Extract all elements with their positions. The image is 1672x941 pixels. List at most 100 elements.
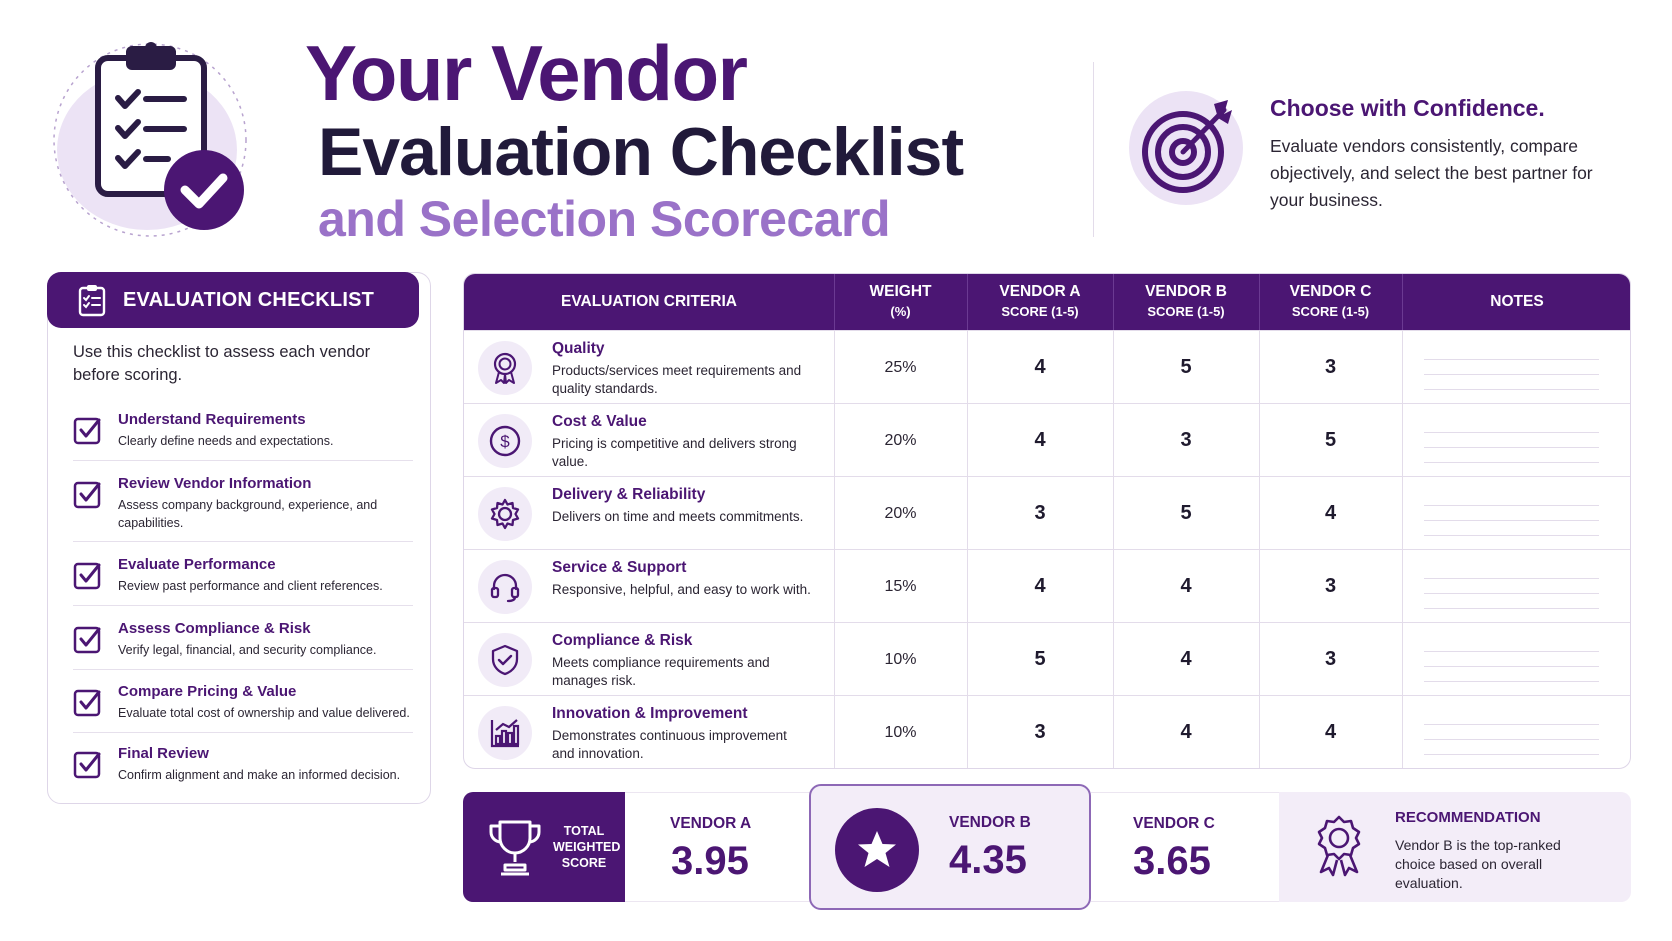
checklist-item[interactable]: Understand Requirements Clearly define n… [73,411,413,471]
checkbox-checked-icon[interactable] [73,560,103,590]
vendor-a-score[interactable]: 4 [1034,575,1046,597]
divider [73,460,413,461]
notes-field[interactable] [1424,651,1599,691]
checklist-intro: Use this checklist to assess each vendor… [73,343,371,384]
growth-chart-icon [478,706,532,760]
total-weighted-score-bar: TOTAL WEIGHTED SCORE VENDOR A 3.95 VENDO… [463,784,1631,910]
header-criteria: EVALUATION CRITERIA [561,293,737,310]
target-arrow-icon [1128,90,1244,206]
notes-field[interactable] [1424,432,1599,472]
criteria-desc: Meets compliance requirements and manage… [552,655,770,688]
page-title-line-1: Your Vendor [305,29,748,117]
confidence-title: Choose with Confidence. [1270,95,1545,121]
vendor-b-total-highlight: VENDOR B 4.35 [809,784,1091,910]
dollar-coin-icon: $ [478,414,532,468]
vendor-c-score[interactable]: 5 [1324,429,1337,451]
table-row: Innovation & Improvement Demonstrates co… [464,695,1630,768]
table-row: Compliance & Risk Meets compliance requi… [464,622,1630,695]
vendor-b-score[interactable]: 5 [1180,502,1192,524]
weight-cell: 25% [884,358,917,376]
vendor-a-total: VENDOR A 3.95 [625,792,810,902]
notes-field[interactable] [1424,578,1599,618]
checklist-item-desc: Assess company background, experience, a… [118,498,378,530]
vendor-a-score[interactable]: 3 [1034,721,1046,743]
award-badge-icon [1309,814,1369,878]
vendor-b-score[interactable]: 4 [1180,648,1192,670]
checklist-item-desc: Confirm alignment and make an informed d… [118,768,401,782]
header-vendor-c: VENDOR C SCORE (1-5) [1289,283,1372,319]
recommendation-title: RECOMMENDATION [1395,809,1541,826]
recommendation-block: RECOMMENDATION Vendor B is the top-ranke… [1279,792,1631,902]
gear-icon [478,487,532,541]
criteria-name: Cost & Value [552,413,647,430]
total-label: TOTAL WEIGHTED SCORE [553,824,621,870]
criteria-name: Compliance & Risk [552,632,693,649]
notes-field[interactable] [1424,505,1599,545]
divider [1113,274,1114,330]
vendor-c-score[interactable]: 3 [1324,575,1337,597]
checkbox-checked-icon[interactable] [73,479,103,509]
weight-cell: 15% [884,577,917,595]
headset-icon [478,560,532,614]
table-row: $ Cost & Value Pricing is competitive an… [464,403,1630,476]
vendor-a-score[interactable]: 4 [1034,429,1046,451]
vendor-a-total-label: VENDOR A [670,815,752,832]
checklist-heading: EVALUATION CHECKLIST [123,288,375,311]
table-row: Delivery & Reliability Delivers on time … [464,476,1630,549]
checkbox-checked-icon[interactable] [73,749,103,779]
vendor-c-score[interactable]: 3 [1324,648,1337,670]
notes-field[interactable] [1424,359,1599,399]
checkbox-checked-icon[interactable] [73,624,103,654]
weight-cell: 10% [884,723,917,741]
svg-text:$: $ [500,432,510,451]
vendor-c-total: VENDOR C 3.65 [1091,792,1279,902]
shield-check-icon [478,633,532,687]
criteria-name: Service & Support [552,559,687,576]
vendor-b-score[interactable]: 5 [1180,356,1192,378]
header-vendor-a: VENDOR A SCORE (1-5) [999,283,1081,319]
checkbox-checked-icon[interactable] [73,415,103,445]
checklist-item[interactable]: Assess Compliance & Risk Verify legal, f… [73,620,413,680]
vendor-a-score[interactable]: 3 [1034,502,1046,524]
vendor-a-score[interactable]: 5 [1034,648,1046,670]
vendor-b-score[interactable]: 3 [1180,429,1192,451]
vendor-c-score[interactable]: 4 [1324,721,1337,743]
table-row: Quality Products/services meet requireme… [464,330,1630,403]
page-title-line-2: Evaluation Checklist [318,114,964,190]
notes-field[interactable] [1424,724,1599,764]
star-icon [835,808,919,892]
award-ribbon-icon [478,341,532,395]
clipboard-icon [75,283,109,317]
divider [73,732,413,733]
scorecard-table: EVALUATION CRITERIA WEIGHT (%) VENDOR A SC… [463,273,1631,769]
vendor-c-score[interactable]: 4 [1324,502,1337,524]
criteria-desc: Demonstrates continuous improvement and … [552,728,787,761]
divider [834,274,835,330]
weight-cell: 10% [884,650,917,668]
checkbox-checked-icon[interactable] [73,687,103,717]
recommendation-text: Vendor B is the top-ranked choice based … [1395,837,1561,891]
header-vendor-b: VENDOR B SCORE (1-5) [1145,283,1227,319]
divider [1402,274,1403,330]
divider [73,605,413,606]
vendor-b-score[interactable]: 4 [1180,721,1192,743]
vendor-a-score[interactable]: 4 [1034,356,1046,378]
divider [1259,274,1260,330]
vendor-b-total-value: 4.35 [949,838,1027,882]
checklist-item[interactable]: Review Vendor Information Assess company… [73,475,413,535]
criteria-name: Delivery & Reliability [552,486,706,503]
checklist-item[interactable]: Final Review Confirm alignment and make … [73,745,413,805]
vendor-b-score[interactable]: 4 [1180,575,1192,597]
header-divider [1093,62,1094,237]
checklist-item[interactable]: Evaluate Performance Review past perform… [73,556,413,616]
evaluation-checklist-panel: EVALUATION CHECKLIST Use this checklist … [47,272,431,804]
checklist-item-name: Understand Requirements [118,411,306,428]
criteria-desc: Products/services meet requirements and … [552,363,802,396]
checklist-item-desc: Clearly define needs and expectations. [118,434,334,448]
clipboard-checklist-icon [52,40,262,240]
weight-cell: 20% [884,504,917,522]
checklist-item[interactable]: Compare Pricing & Value Evaluate total c… [73,683,413,743]
vendor-c-score[interactable]: 3 [1324,356,1337,378]
vendor-b-total-label: VENDOR B [949,814,1031,831]
page-subtitle: and Selection Scorecard [318,191,891,247]
